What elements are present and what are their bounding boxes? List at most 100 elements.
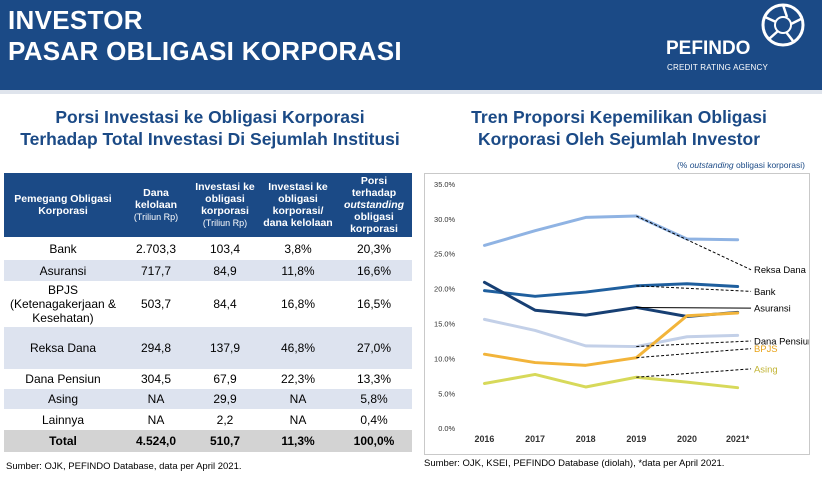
table-total-cell: 4.524,0 [122,430,190,452]
column-header-bond-ratio: Investasi ke obligasi korporasi/ dana ke… [260,173,336,237]
table-cell: 27,0% [336,327,412,369]
leader-line [636,340,752,348]
x-tick-label: 2019 [626,434,646,444]
y-tick-label: 15.0% [434,319,455,328]
table-total-cell: Total [4,430,122,452]
table-cell: NA [122,409,190,430]
column-header-managed-funds: Dana kelolaan (Triliun Rp) [122,173,190,237]
x-tick-label: 2021* [726,434,750,444]
table-cell: 84,4 [190,281,260,327]
header-banner: INVESTOR PASAR OBLIGASI KORPORASI PEFIND… [0,0,822,90]
series-label: Asing [754,363,778,374]
table-source-note: Sumber: OJK, PEFINDO Database, data per … [6,461,242,472]
series-label: BPJS [754,343,778,354]
x-tick-label: 2017 [525,434,545,444]
chart-unit-note-em: outstanding [689,160,734,170]
header-title-line1: INVESTOR [8,5,143,35]
ownership-trend-chart: 0.0% 5.0% 10.0% 15.0% 20.0% 25.0% 30.0% 35.0% 20… [424,173,810,455]
series-label: Reksa Dana [754,264,807,275]
y-tick-label: 30.0% [434,215,455,224]
table-title-line1: Porsi Investasi ke Obligasi Korporasi [55,107,365,127]
table-cell: NA [260,389,336,409]
table-cell: 137,9 [190,327,260,369]
table-cell: Reksa Dana [4,327,122,369]
y-tick-label: 20.0% [434,285,455,294]
table-cell: NA [122,389,190,409]
y-tick-label: 10.0% [434,354,455,363]
table-cell: 3,8% [260,237,336,260]
table-cell: 0,4% [336,409,412,430]
table-header-row: Pemegang Obligasi Korporasi Dana kelolaa… [4,173,412,237]
table-cell: Dana Pensiun [4,369,122,389]
table-cell: 717,7 [122,260,190,281]
y-tick-label: 25.0% [434,250,455,259]
series-line-reksa-dana [482,214,740,247]
table-cell: 103,4 [190,237,260,260]
series-label: Asuransi [754,303,791,314]
chart-unit-note-pre: (% [676,160,690,170]
table-cell: 16,8% [260,281,336,327]
pefindo-logo-icon [761,3,805,47]
table-cell: 22,3% [260,369,336,389]
header-title-line2: PASAR OBLIGASI KORPORASI [8,36,402,66]
series-label: Dana Pensiun [754,335,810,346]
column-header-bond-investment: Investasi ke obligasi korporasi (Triliun … [190,173,260,237]
leader-line [636,368,752,378]
table-cell: 16,6% [336,260,412,281]
table-cell: 20,3% [336,237,412,260]
table-title: Porsi Investasi ke Obligasi Korporasi Te… [0,106,420,150]
y-tick-label: 5.0% [438,389,455,398]
header-divider [0,90,822,94]
table-cell: 46,8% [260,327,336,369]
table-total-cell: 510,7 [190,430,260,452]
table-cell: 16,5% [336,281,412,327]
investment-table: Pemegang Obligasi Korporasi Dana kelolaa… [4,173,412,452]
table-cell: 5,8% [336,389,412,409]
table-row: Asuransi 717,7 84,9 11,8% 16,6% [4,260,412,281]
table-total-row: Total 4.524,0 510,7 11,3% 100,0% [4,430,412,452]
series-label: Bank [754,286,776,297]
table-row: Lainnya NA 2,2 NA 0,4% [4,409,412,430]
table-cell: NA [260,409,336,430]
series-line-dana-pensiun [482,317,740,349]
table-cell: 29,9 [190,389,260,409]
column-header-outstanding-share: Porsi terhadap outstanding obligasi korp… [336,173,412,237]
logo-name: PEFINDO [666,38,751,59]
chart-title: Tren Proporsi Kepemilikan Obligasi Korpo… [416,106,822,150]
series-line-bpjs [482,311,740,367]
table-cell: Lainnya [4,409,122,430]
table-cell: 13,3% [336,369,412,389]
y-tick-label: 35.0% [434,180,455,189]
chart-unit-note: (% outstanding obligasi korporasi) [600,160,805,170]
table-total-cell: 100,0% [336,430,412,452]
x-tick-label: 2020 [677,434,697,444]
table-row: Dana Pensiun 304,5 67,9 22,3% 13,3% [4,369,412,389]
leader-line [636,306,752,309]
table-cell: BPJS (Ketenagakerjaan & Kesehatan) [4,281,122,327]
leader-line [636,348,752,359]
leader-line [636,285,752,292]
series-line-asing [482,372,740,390]
table-cell: 294,8 [122,327,190,369]
chart-source-note: Sumber: OJK, KSEI, PEFINDO Database (dio… [424,458,725,469]
table-cell: 67,9 [190,369,260,389]
table-cell: 11,8% [260,260,336,281]
chart-unit-note-post: obligasi korporasi) [733,160,805,170]
table-cell: 304,5 [122,369,190,389]
logo-tagline: CREDIT RATING AGENCY [667,63,769,72]
table-cell: Bank [4,237,122,260]
table-cell: 2.703,3 [122,237,190,260]
chart-title-line2: Korporasi Oleh Sejumlah Investor [477,129,761,149]
chart-title-line1: Tren Proporsi Kepemilikan Obligasi [471,107,767,127]
table-row: BPJS (Ketenagakerjaan & Kesehatan) 503,7 8… [4,281,412,327]
table-cell: Asuransi [4,260,122,281]
series-line-bank [482,282,740,298]
column-header-holder: Pemegang Obligasi Korporasi [4,173,122,237]
x-tick-label: 2016 [475,434,495,444]
table-cell: Asing [4,389,122,409]
table-title-line2: Terhadap Total Investasi Di Sejumlah Ins… [20,129,400,149]
y-tick-label: 0.0% [438,424,455,433]
table-total-cell: 11,3% [260,430,336,452]
table-row: Asing NA 29,9 NA 5,8% [4,389,412,409]
x-tick-label: 2018 [576,434,596,444]
